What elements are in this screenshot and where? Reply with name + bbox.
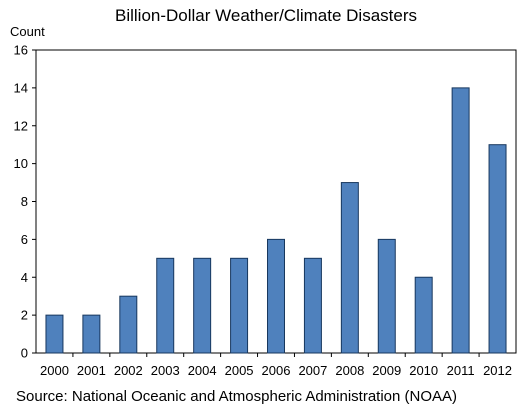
bar-2000 [45,314,64,354]
chart-title: Billion-Dollar Weather/Climate Disasters [115,6,417,25]
y-tick-label: 14 [14,80,28,95]
bar-2004 [193,257,212,354]
bar-2006 [267,238,285,354]
x-tick-label: 2000 [40,363,69,378]
bar-2002 [119,295,138,354]
y-tick-label: 10 [14,156,28,171]
x-tick-label: 2007 [298,363,327,378]
x-tick-label: 2008 [335,363,364,378]
x-tick-label: 2004 [188,363,217,378]
x-tick-label: 2012 [483,363,512,378]
bar-2010 [414,276,433,354]
bar-2005 [230,257,249,354]
y-tick-label: 0 [21,346,28,361]
source-note: Source: National Oceanic and Atmospheric… [16,388,458,405]
x-tick-label: 2011 [447,363,475,378]
x-tick-label: 2009 [372,363,401,378]
bar-2009 [377,238,396,354]
y-tick-label: 4 [21,270,28,285]
y-tick-label: 6 [21,232,28,247]
x-tick-label: 2006 [262,363,291,378]
x-tick-label: 2001 [77,363,106,378]
bar-2011 [451,87,470,354]
y-tick-label: 8 [21,194,28,209]
x-tick-label: 2010 [409,363,438,378]
bar-2001 [82,314,101,354]
bar-2008 [340,182,359,354]
x-tick-label: 2005 [225,363,254,378]
y-tick-label: 2 [21,308,28,323]
y-tick-label: 16 [14,43,28,58]
bar-2003 [156,257,175,354]
y-tick-label: 12 [14,118,28,133]
x-tick-label: 2002 [114,363,143,378]
bar-2012 [488,144,507,354]
x-tick-label: 2003 [151,363,180,378]
y-axis-label: Count [10,24,45,39]
bar-2007 [303,257,322,354]
